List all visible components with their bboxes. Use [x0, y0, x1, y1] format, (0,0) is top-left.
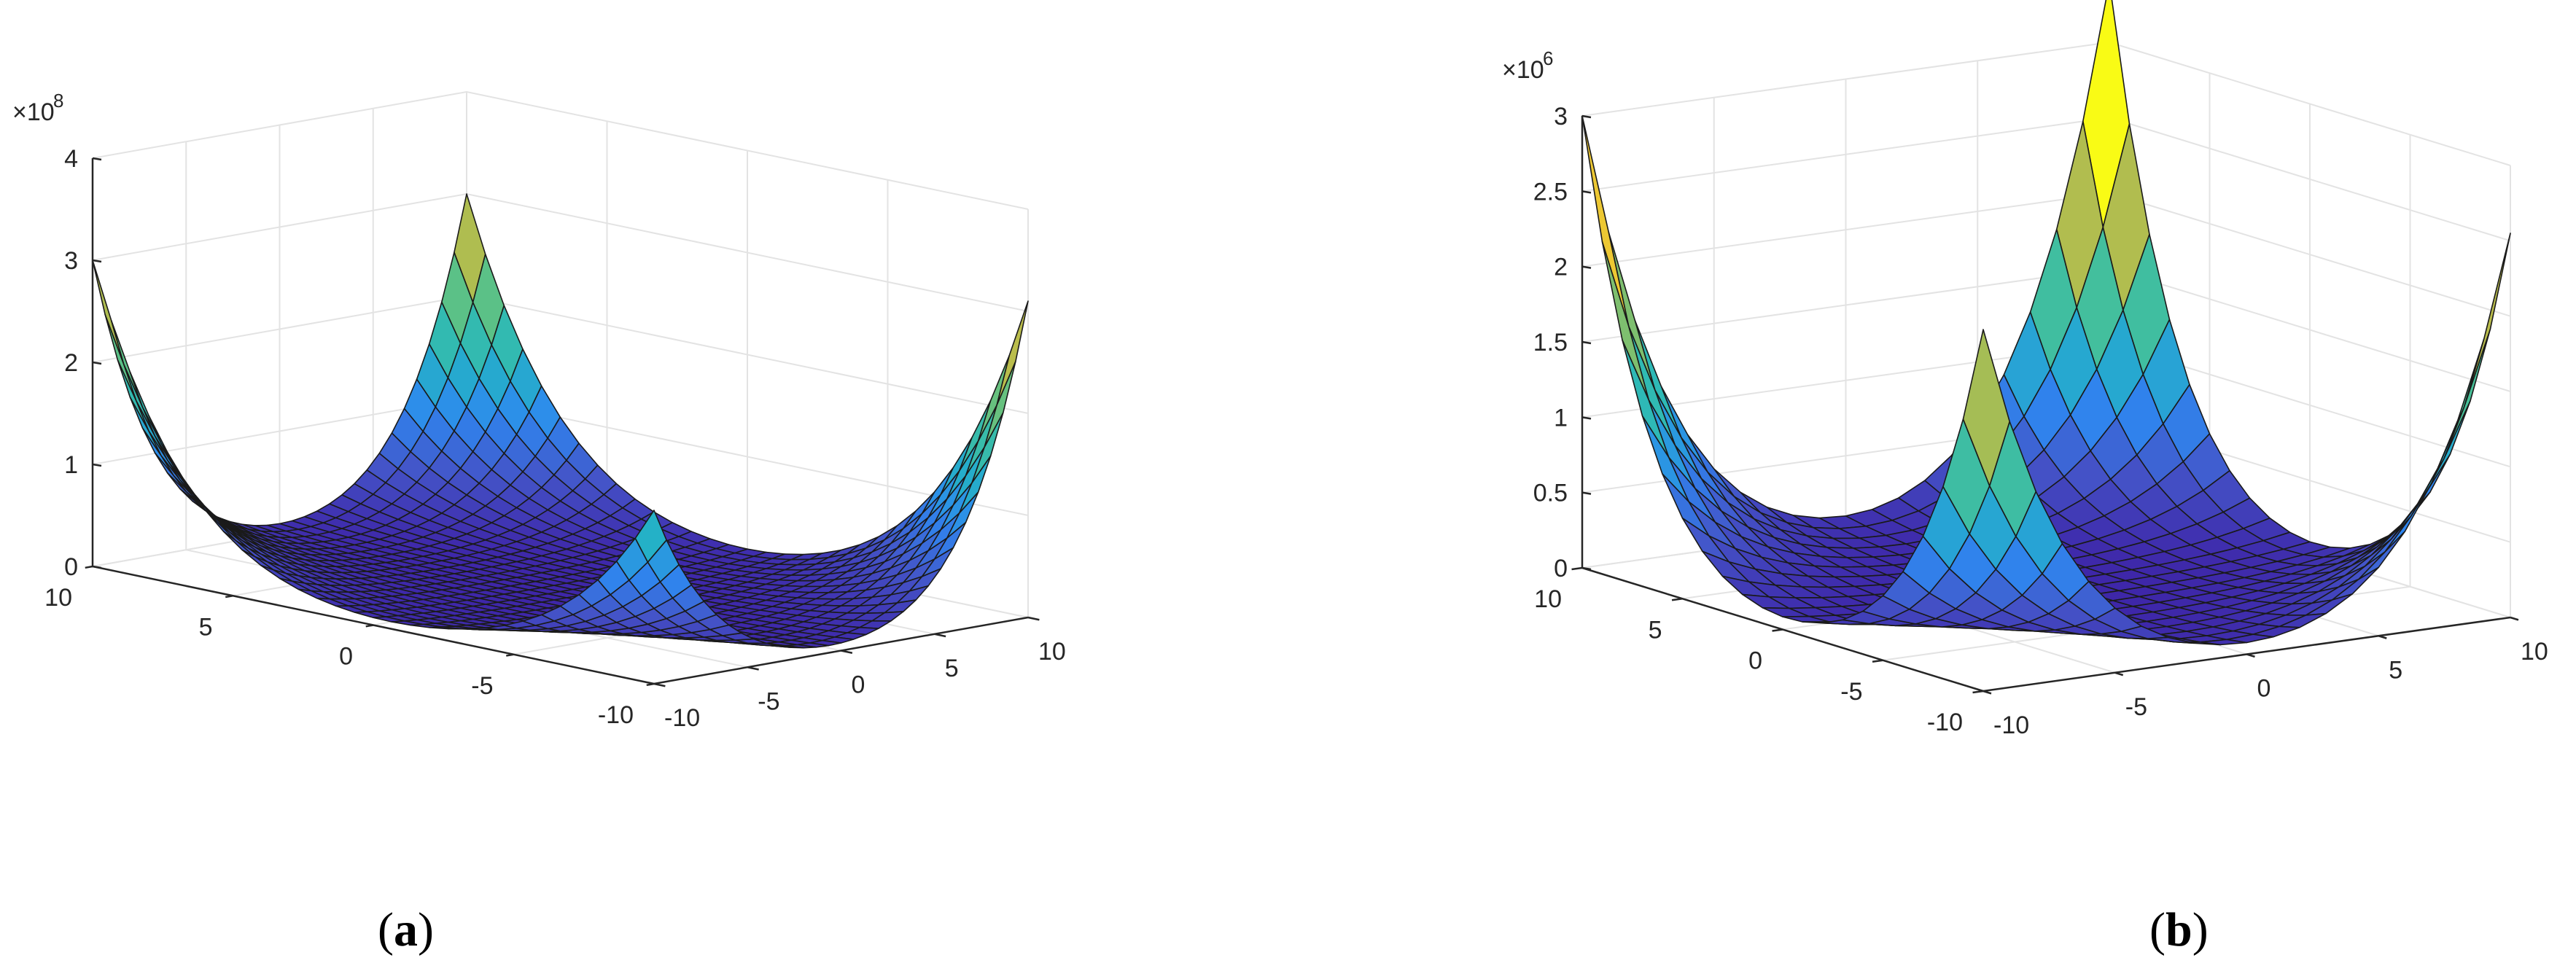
y-tick-label: -5	[1840, 678, 1862, 706]
z-tick-label: 0.5	[1533, 480, 1568, 507]
z-exponent-label: ×10	[12, 98, 55, 126]
y-tick-label: 0	[339, 643, 353, 671]
z-tick	[92, 259, 102, 263]
y-tick	[1571, 566, 1583, 571]
z-tick	[92, 157, 102, 161]
y-tick	[506, 653, 514, 657]
x-tick-label: 5	[2389, 656, 2402, 684]
y-tick	[1671, 598, 1683, 601]
z-tick-label: 3	[64, 247, 78, 275]
x-tick	[2246, 653, 2255, 658]
z-tick	[92, 565, 102, 569]
z-exponent-power: 6	[1543, 47, 1553, 69]
z-tick-label: 1	[1554, 404, 1568, 432]
caption-a: (a)	[378, 903, 434, 956]
surface-plot-b: -10 -5 0 5 10 -10 -5 0 5 10 0 0.5 1 1.5 2 2.5 3 ×106	[1502, 0, 2548, 739]
surface-face	[2437, 338, 2485, 469]
x-tick	[747, 666, 759, 671]
z-tick	[1581, 190, 1592, 194]
z-tick	[1581, 566, 1592, 571]
wall-gridline-z	[1581, 117, 2511, 242]
z-tick-label: 2.5	[1533, 178, 1568, 206]
z-tick-label: 2	[64, 349, 78, 377]
surface-face	[996, 300, 1029, 406]
x-tick-label: -5	[2125, 693, 2147, 721]
z-tick	[92, 361, 102, 365]
z-tick	[1581, 491, 1592, 495]
z-tick-label: 3	[1554, 103, 1568, 130]
y-tick-label: 0	[1748, 647, 1762, 675]
z-tick	[1581, 114, 1592, 119]
z-exponent-label: ×10	[1502, 56, 1544, 84]
x-tick-label: 0	[2257, 675, 2271, 703]
surface-face	[1581, 115, 1630, 327]
x-tick-label: 10	[1038, 638, 1066, 666]
z-tick-label: 2	[1554, 254, 1568, 281]
y-tick	[85, 565, 93, 569]
y-tick	[365, 624, 374, 628]
surface-face	[1962, 329, 2010, 487]
x-tick-label: 0	[852, 671, 865, 699]
y-tick	[1772, 628, 1783, 632]
z-tick-label: 0	[1554, 555, 1568, 582]
z-tick-label: 4	[64, 145, 78, 173]
wall-gridline-z	[1581, 41, 2511, 166]
z-tick	[1581, 416, 1592, 420]
y-tick	[1972, 690, 1984, 694]
surface-face	[634, 510, 667, 563]
z-tick-label: 0	[64, 553, 78, 581]
y-tick-label: -10	[1927, 709, 1963, 736]
y-tick-label: 5	[1649, 616, 1662, 644]
y-tick	[646, 682, 655, 687]
surface-mesh	[1581, 0, 2511, 646]
z-exponent-power: 8	[53, 90, 63, 112]
z-tick-label: 1	[64, 451, 78, 479]
y-tick-label: 10	[44, 584, 72, 612]
caption-a-letter: a	[393, 903, 418, 956]
caption-b: (b)	[2149, 903, 2209, 956]
x-tick-label: -10	[664, 704, 700, 732]
x-tick	[1982, 690, 1992, 695]
caption-b-letter: b	[2165, 903, 2192, 956]
y-tick-label: 5	[199, 613, 213, 641]
x-tick	[2378, 635, 2387, 639]
x-tick	[841, 650, 853, 654]
x-tick	[1027, 616, 1040, 621]
y-tick-label: -5	[471, 672, 493, 700]
surface-face	[1601, 241, 1649, 401]
z-tick	[92, 463, 102, 467]
z-tick	[1581, 265, 1592, 269]
x-tick	[934, 633, 946, 638]
x-tick	[2510, 616, 2519, 621]
x-tick-label: -5	[758, 687, 779, 715]
y-tick-label: 10	[1534, 585, 1562, 613]
x-tick-label: -10	[1993, 711, 2029, 739]
z-tick	[1581, 340, 1592, 345]
x-tick	[2114, 671, 2124, 676]
y-tick	[1872, 659, 1883, 663]
y-tick	[225, 595, 233, 598]
surface-face	[2410, 420, 2459, 517]
surface-plot-a: -10 -5 0 5 10 -10 -5 0 5 10 0 1 2 3 4 ×108	[12, 90, 1066, 732]
x-tick-label: 10	[2521, 638, 2548, 666]
wall-gridline-z	[92, 90, 1029, 210]
z-tick-label: 1.5	[1533, 329, 1568, 356]
x-tick-label: 5	[945, 655, 959, 682]
surface-mesh	[92, 193, 1029, 649]
x-tick	[653, 682, 666, 687]
y-tick-label: -10	[598, 701, 634, 729]
